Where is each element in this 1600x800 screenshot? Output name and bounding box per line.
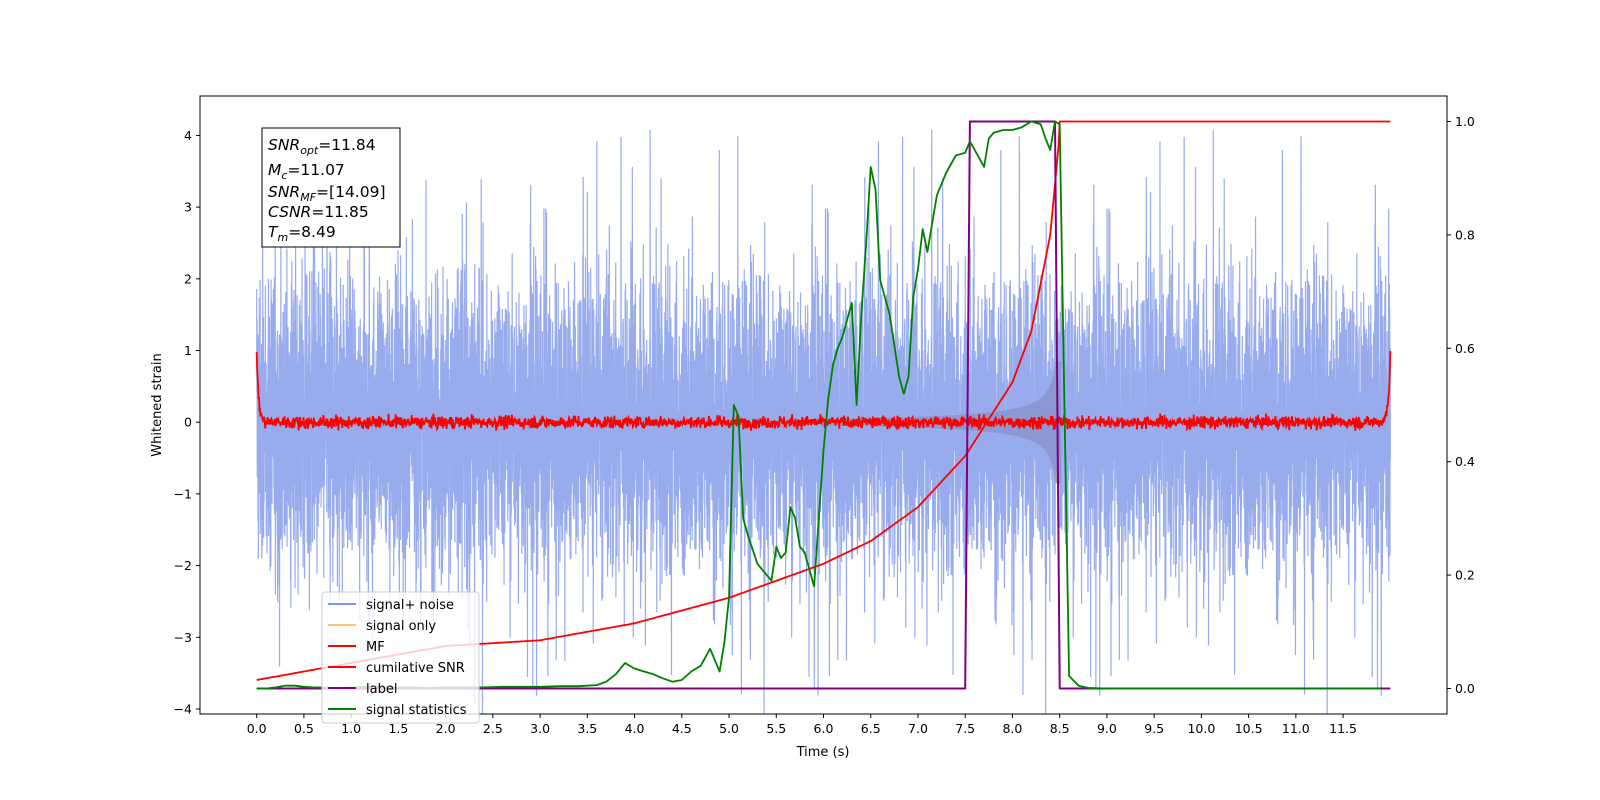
x-tick-label: 8.0 bbox=[1002, 721, 1022, 736]
x-tick-label: 8.5 bbox=[1050, 721, 1070, 736]
x-tick-label: 4.0 bbox=[625, 721, 645, 736]
x-axis-label: Time (s) bbox=[796, 745, 850, 760]
y2-tick-label: 0.4 bbox=[1455, 454, 1475, 469]
x-tick-label: 3.0 bbox=[530, 721, 550, 736]
y-tick-label: 2 bbox=[184, 271, 192, 286]
annotation-snr-mf: SNRMF=[14.09] bbox=[268, 183, 386, 204]
x-tick-label: 10.0 bbox=[1187, 721, 1215, 736]
x-tick-label: 5.0 bbox=[719, 721, 739, 736]
signal-noise-line bbox=[256, 129, 1391, 714]
y-tick-label: 1 bbox=[184, 343, 192, 358]
annotation-tm: Tm=8.49 bbox=[268, 223, 336, 244]
legend-label-csnr: cumilative SNR bbox=[366, 661, 465, 676]
x-tick-label: 7.0 bbox=[908, 721, 928, 736]
signal-statistics-series bbox=[256, 120, 1381, 690]
legend-label-mf: MF bbox=[366, 640, 385, 655]
x-tick-label: 0.0 bbox=[247, 721, 267, 736]
legend-label-noise: signal+ noise bbox=[366, 598, 454, 613]
annotation-snr-opt: SNRopt=11.84 bbox=[268, 136, 376, 157]
x-axis: 0.0 0.5 1.0 1.5 2.0 2.5 3.0 3.5 4.0 4.5 5.0 5.5 6.0 6… bbox=[247, 714, 1357, 736]
stats-annotation-box bbox=[261, 127, 401, 248]
signal-statistics-line bbox=[256, 120, 1381, 690]
x-tick-label: 6.0 bbox=[814, 721, 834, 736]
signal-noise-series bbox=[256, 129, 1391, 714]
legend-box bbox=[321, 591, 480, 724]
y-tick-label: 0 bbox=[184, 415, 192, 430]
legend-label-signal: signal only bbox=[366, 619, 436, 634]
y2-tick-label: 0.6 bbox=[1455, 341, 1475, 356]
legend-label-label: label bbox=[366, 682, 397, 697]
legend: signal+ noise signal only MF cumilative … bbox=[321, 591, 480, 724]
mf-series bbox=[255, 350, 1392, 433]
y-tick-label: 3 bbox=[184, 200, 192, 215]
x-tick-label: 10.5 bbox=[1235, 721, 1263, 736]
x-tick-label: 1.5 bbox=[388, 721, 408, 736]
annotation-csnr: CSNR=11.85 bbox=[268, 203, 369, 221]
x-tick-label: 4.5 bbox=[672, 721, 692, 736]
x-tick-label: 1.0 bbox=[341, 721, 361, 736]
x-tick-label: 11.0 bbox=[1282, 721, 1310, 736]
x-tick-label: 2.0 bbox=[436, 721, 456, 736]
y2-tick-label: 0.0 bbox=[1455, 681, 1475, 696]
stats-annotation: SNRopt=11.84 Mc=11.07 SNRMF=[14.09] CSNR… bbox=[261, 127, 401, 248]
y2-tick-label: 0.8 bbox=[1455, 227, 1475, 242]
x-tick-label: 2.5 bbox=[483, 721, 503, 736]
y-axis-label: Whitened strain bbox=[150, 353, 165, 456]
mf-line bbox=[255, 350, 1392, 433]
y-axis-left: 4 3 2 1 0 −1 −2 −3 −4 bbox=[174, 128, 200, 716]
x-tick-label: 0.5 bbox=[294, 721, 314, 736]
x-tick-label: 7.5 bbox=[955, 721, 975, 736]
x-tick-label: 5.5 bbox=[766, 721, 786, 736]
y-tick-label: −3 bbox=[174, 630, 192, 645]
y-tick-label: −4 bbox=[174, 701, 192, 716]
legend-label-stats: signal statistics bbox=[366, 703, 467, 718]
y2-tick-label: 0.2 bbox=[1455, 568, 1475, 583]
x-tick-label: 3.5 bbox=[577, 721, 597, 736]
y-tick-label: −2 bbox=[174, 558, 192, 573]
x-tick-label: 6.5 bbox=[861, 721, 881, 736]
x-tick-label: 9.0 bbox=[1097, 721, 1117, 736]
y2-tick-label: 1.0 bbox=[1455, 114, 1475, 129]
x-tick-label: 11.5 bbox=[1329, 721, 1357, 736]
y-tick-label: 4 bbox=[184, 128, 192, 143]
y-tick-label: −1 bbox=[174, 486, 192, 501]
annotation-mc: Mc=11.07 bbox=[268, 161, 345, 182]
y-axis-right: 1.0 0.8 0.6 0.4 0.2 0.0 bbox=[1447, 114, 1475, 696]
x-tick-label: 9.5 bbox=[1144, 721, 1164, 736]
